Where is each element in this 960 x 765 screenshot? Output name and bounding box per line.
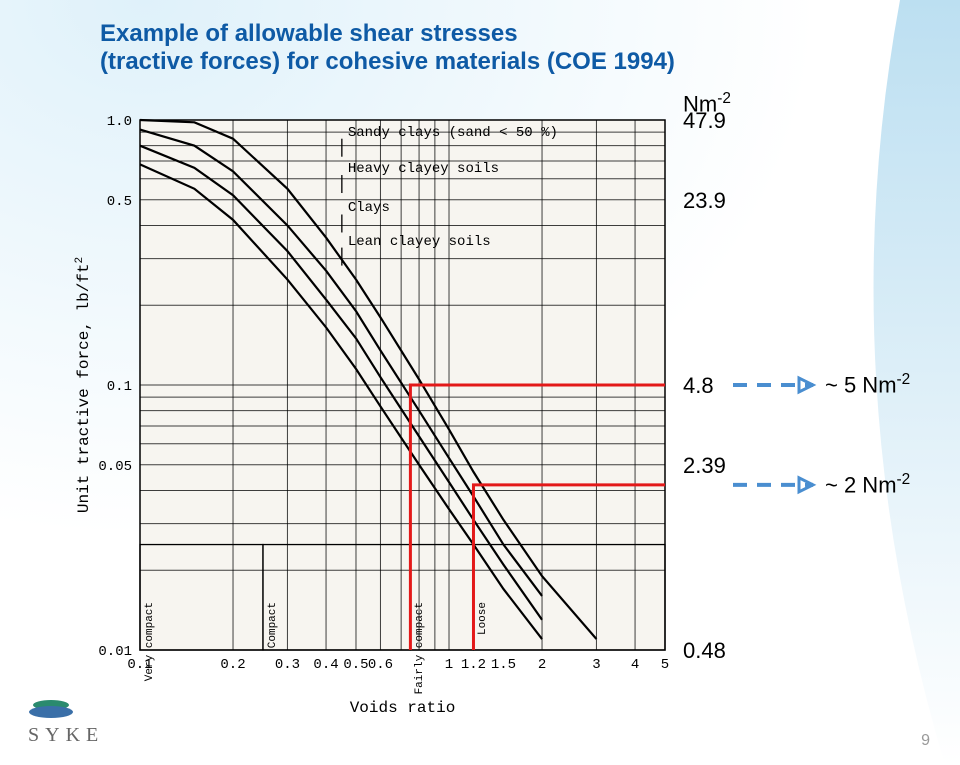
logo-text: SYKE <box>28 724 104 747</box>
svg-text:0.5: 0.5 <box>107 194 132 210</box>
svg-text:0.4: 0.4 <box>313 657 338 673</box>
svg-text:0.5: 0.5 <box>343 657 368 673</box>
svg-text:5: 5 <box>661 657 669 673</box>
right-tick-label: 47.9 <box>683 108 726 134</box>
svg-text:0.1: 0.1 <box>107 379 132 395</box>
syke-logo: SYKE <box>28 694 104 747</box>
zone-label: Loose <box>477 602 489 635</box>
svg-text:0.05: 0.05 <box>98 459 132 475</box>
svg-text:0.2: 0.2 <box>220 657 245 673</box>
callout-label: ~ 2 Nm-2 <box>825 471 910 498</box>
callout-label: ~ 5 Nm-2 <box>825 371 910 398</box>
chart-label: Clays <box>348 200 390 216</box>
svg-text:2: 2 <box>538 657 546 673</box>
svg-text:1.2: 1.2 <box>461 657 486 673</box>
chart-label: Sandy clays (sand < 50 %) <box>348 125 558 141</box>
title-line-1: Example of allowable shear stresses <box>100 20 675 48</box>
svg-text:0.3: 0.3 <box>275 657 300 673</box>
chart-label: Lean clayey soils <box>348 234 491 250</box>
right-tick-label: 4.8 <box>683 373 714 399</box>
svg-text:3: 3 <box>592 657 600 673</box>
right-tick-label: 23.9 <box>683 188 726 214</box>
svg-text:4: 4 <box>631 657 639 673</box>
page-title: Example of allowable shear stresses (tra… <box>100 20 675 76</box>
svg-text:1: 1 <box>445 657 453 673</box>
chart-label: Heavy clayey soils <box>348 161 499 177</box>
svg-text:Unit tractive force, lb/ft2: Unit tractive force, lb/ft2 <box>74 257 93 513</box>
right-tick-label: 2.39 <box>683 453 726 479</box>
page-number: 9 <box>921 732 930 750</box>
zone-label: Fairly compact <box>414 602 426 694</box>
svg-text:1.0: 1.0 <box>107 114 132 130</box>
zone-label: Very compact <box>144 602 156 681</box>
zone-label: Compact <box>267 602 279 648</box>
title-line-2: (tractive forces) for cohesive materials… <box>100 48 675 76</box>
svg-text:0.01: 0.01 <box>98 644 132 660</box>
svg-text:1.5: 1.5 <box>491 657 516 673</box>
svg-text:Voids ratio: Voids ratio <box>350 699 456 717</box>
chart-container: 0.10.20.30.40.50.611.21.523450.010.050.1… <box>70 110 680 720</box>
svg-text:0.6: 0.6 <box>368 657 393 673</box>
right-tick-label: 0.48 <box>683 638 726 664</box>
